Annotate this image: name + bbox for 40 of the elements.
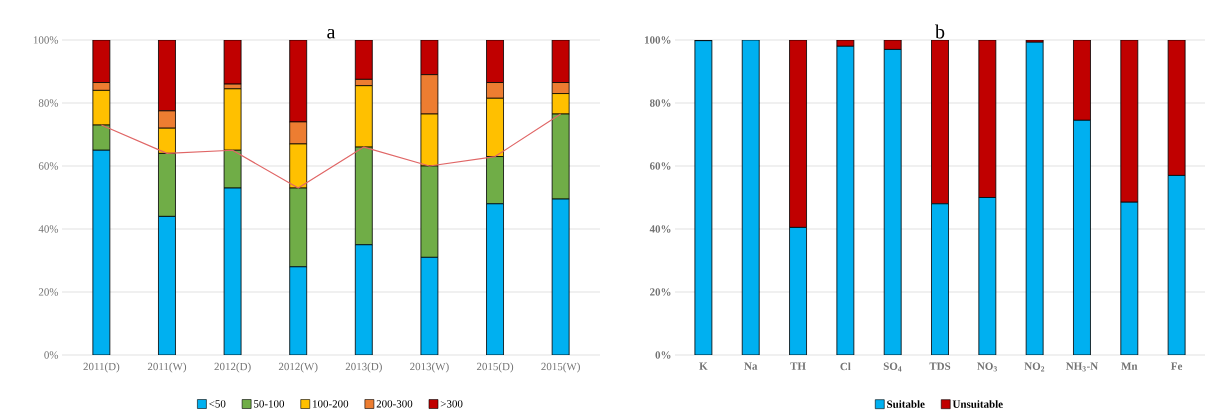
legend-label: >300	[440, 400, 463, 408]
y-tick-label: 20%	[650, 288, 671, 296]
y-tick-label: 60%	[38, 162, 59, 170]
legend-label: 200-300	[376, 400, 413, 408]
x-tick-label: NH$_{3}$-N	[1066, 362, 1098, 372]
legend-label: 50-100	[254, 400, 285, 408]
x-tick-label: TDS	[929, 362, 951, 370]
x-tick-label: 2015(W)	[541, 362, 580, 373]
x-tick-label: NO$_{3}$	[977, 362, 997, 372]
y-tick-label: 80%	[38, 99, 59, 107]
chart-title: a	[327, 28, 336, 39]
legend-label: 100-200	[313, 400, 349, 408]
legend-label: <50	[209, 400, 226, 408]
x-tick-label: Na	[744, 362, 758, 370]
x-tick-label: Cl	[840, 362, 851, 371]
legend-label: Unsuitable	[952, 400, 1003, 408]
y-tick-label: 0%	[655, 351, 671, 359]
y-tick-label: 40%	[649, 225, 671, 233]
y-tick-label: 80%	[649, 99, 671, 107]
x-tick-label: 2011(D)	[83, 362, 120, 373]
y-tick-label: 100%	[33, 36, 59, 44]
x-tick-label: 2015(D)	[476, 362, 514, 373]
y-tick-label: 40%	[38, 225, 59, 233]
x-tick-label: TH	[790, 362, 806, 370]
x-tick-label: Mn	[1121, 362, 1138, 370]
x-tick-label: K	[699, 362, 708, 370]
y-tick-label: 20%	[38, 288, 59, 296]
x-tick-label: 2013(D)	[345, 362, 382, 373]
x-tick-label: 2011(W)	[147, 362, 187, 373]
x-tick-label: 2013(W)	[410, 362, 449, 373]
y-tick-label: 0%	[44, 351, 59, 359]
x-tick-label: 2012(W)	[278, 362, 318, 373]
x-tick-label: 2012(D)	[214, 362, 251, 373]
chart-title: b	[935, 24, 945, 39]
y-tick-label: 100%	[644, 36, 671, 44]
y-tick-label: 60%	[649, 162, 671, 170]
x-tick-label: NO$_{2}$	[1024, 362, 1045, 372]
legend-label: Suitable	[887, 400, 925, 408]
x-tick-label: SO$_{4}$	[883, 362, 902, 372]
x-tick-label: Fe	[1171, 362, 1183, 370]
